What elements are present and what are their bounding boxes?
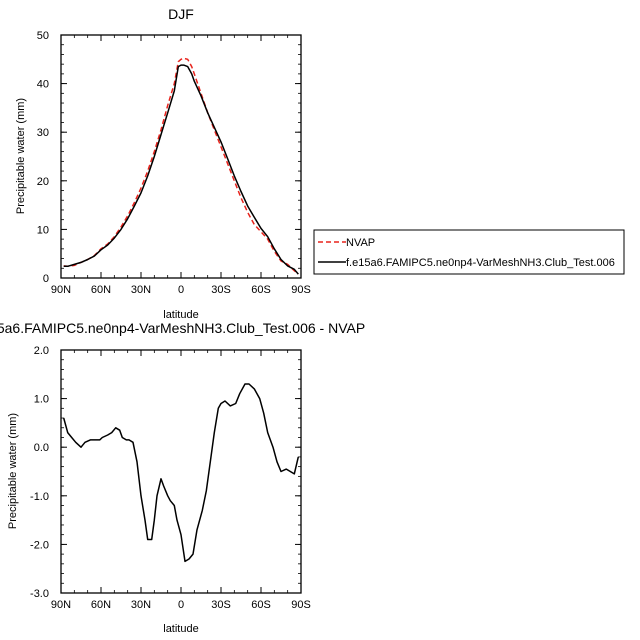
bottom-y-tick-label: -3.0 (30, 588, 49, 600)
bottom-x-tick-label: 90N (51, 599, 71, 611)
bottom-x-tick-label: 30S (211, 599, 231, 611)
bottom-y-tick-label: -2.0 (30, 539, 49, 551)
top-x-tick-label: 90N (51, 284, 71, 296)
top-plot-frame (60, 34, 302, 279)
top-x-tick-label: 60N (91, 284, 111, 296)
top-x-axis-label: latitude (163, 309, 198, 321)
bottom-x-tick-label: 60N (91, 599, 111, 611)
top-x-tick-label: 90S (291, 284, 311, 296)
legend-box (313, 229, 625, 275)
bottom-y-tick-label: -1.0 (30, 491, 49, 503)
top-series-lines (63, 57, 299, 275)
top-y-tick-label: 0 (43, 273, 49, 285)
top-panel: DJF Precipitable water (mm) latitude 90N… (15, 6, 311, 321)
bottom-axis-ticks: 90N 60N 30N 0 30S 60S 90S -3.0 -2.0 -1.0 0.0 1.0 2.0 (30, 345, 311, 611)
top-y-axis-label: Precipitable water (mm) (15, 98, 27, 214)
top-series-line-1 (63, 57, 299, 275)
legend-label-model: f.e15a6.FAMIPC5.ne0np4-VarMeshNH3.Club_T… (346, 257, 615, 269)
top-x-tick-label: 60S (251, 284, 271, 296)
bottom-y-axis-label: Precipitable water (mm) (7, 413, 19, 529)
legend: NVAP f.e15a6.FAMIPC5.ne0np4-VarMeshNH3.C… (313, 229, 625, 275)
bottom-plot-frame (60, 349, 302, 594)
top-x-tick-label: 30S (211, 284, 231, 296)
top-series-line-2 (63, 64, 299, 275)
bottom-x-tick-label: 90S (291, 599, 311, 611)
bottom-x-tick-label: 60S (251, 599, 271, 611)
bottom-series-line-1 (62, 383, 300, 563)
top-y-tick-label: 30 (37, 127, 49, 139)
bottom-x-tick-label: 30N (131, 599, 151, 611)
top-y-tick-label: 40 (37, 79, 49, 91)
bottom-panel: 5a6.FAMIPC5.ne0np4-VarMeshNH3.Club_Test.… (0, 320, 365, 635)
bottom-series-lines (62, 383, 300, 563)
top-chart-title: DJF (168, 6, 194, 22)
top-x-tick-label: 30N (131, 284, 151, 296)
bottom-y-tick-label: 2.0 (34, 345, 49, 357)
top-y-tick-label: 10 (37, 224, 49, 236)
top-axis-ticks: 90N 60N 30N 0 30S 60S 90S 0 10 20 30 40 50 (37, 30, 311, 296)
top-y-tick-label: 50 (37, 30, 49, 42)
top-y-tick-label: 20 (37, 176, 49, 188)
legend-label-nvap: NVAP (346, 237, 375, 249)
top-x-tick-label: 0 (178, 284, 184, 296)
bottom-y-tick-label: 0.0 (34, 442, 49, 454)
bottom-x-tick-label: 0 (178, 599, 184, 611)
bottom-x-axis-label: latitude (163, 623, 198, 635)
bottom-chart-title: 5a6.FAMIPC5.ne0np4-VarMeshNH3.Club_Test.… (0, 320, 365, 336)
bottom-y-tick-label: 1.0 (34, 394, 49, 406)
